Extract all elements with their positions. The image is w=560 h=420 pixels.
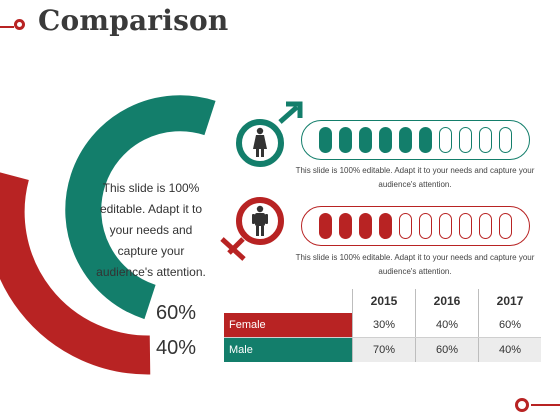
male-icon-circle: [236, 197, 284, 245]
male-indicator-track: [301, 206, 530, 246]
female-indicator-pill: [399, 127, 412, 153]
female-indicator-pill: [419, 127, 432, 153]
female-percent-label: 60%: [156, 302, 197, 324]
year-header: 2015: [352, 289, 416, 313]
comparison-table: 2015 2016 2017 Female 30% 40% 60% Male 7…: [224, 289, 541, 362]
male-indicator-pill: [459, 213, 472, 239]
male-indicator-pill: [499, 213, 512, 239]
footer-accent-line: [531, 404, 560, 406]
female-indicator-pill: [339, 127, 352, 153]
donut-arc-female: [65, 95, 216, 320]
female-figure-icon: [253, 127, 267, 157]
table-corner-cell: [224, 289, 353, 313]
table-cell: 40%: [415, 313, 479, 338]
female-indicator-pill: [459, 127, 472, 153]
male-indicator-pill: [439, 213, 452, 239]
female-indicator-pill: [379, 127, 392, 153]
female-indicator-pill: [479, 127, 492, 153]
header-accent-ring: [14, 19, 25, 30]
female-indicator-pill: [359, 127, 372, 153]
male-figure-icon: [252, 205, 268, 236]
table-header-row: 2015 2016 2017: [224, 289, 541, 313]
male-indicator-pill: [419, 213, 432, 239]
female-indicator-track: [301, 120, 530, 160]
female-icon-circle: [236, 119, 284, 167]
female-indicator-pill: [439, 127, 452, 153]
male-percent-label: 40%: [156, 337, 197, 359]
table-cell: 60%: [478, 313, 541, 338]
footer-accent-ring: [515, 398, 529, 412]
table-cell: 30%: [352, 313, 416, 338]
slide-title: Comparison: [38, 4, 229, 37]
year-header: 2017: [478, 289, 541, 313]
year-header: 2016: [415, 289, 479, 313]
row-label-male: Male: [224, 337, 353, 362]
row-label-female: Female: [224, 313, 353, 338]
male-indicator-pill: [339, 213, 352, 239]
male-indicator-pill: [479, 213, 492, 239]
table-cell: 40%: [478, 337, 541, 362]
female-indicator-pill: [319, 127, 332, 153]
table-cell: 60%: [415, 337, 479, 362]
header-accent-line: [0, 26, 14, 28]
table-cell: 70%: [352, 337, 416, 362]
table-row-female: Female 30% 40% 60%: [224, 313, 541, 338]
table-row-male: Male 70% 60% 40%: [224, 337, 541, 362]
male-indicator-pill: [379, 213, 392, 239]
male-indicator-pill: [399, 213, 412, 239]
female-description: This slide is 100% editable. Adapt it to…: [295, 166, 535, 189]
male-indicator-pill: [359, 213, 372, 239]
female-indicator-pill: [499, 127, 512, 153]
donut-center-text: This slide is 100% editable. Adapt it to…: [96, 181, 206, 279]
male-indicator-pill: [319, 213, 332, 239]
male-description: This slide is 100% editable. Adapt it to…: [295, 253, 535, 276]
donut-arc-male: [0, 172, 151, 375]
